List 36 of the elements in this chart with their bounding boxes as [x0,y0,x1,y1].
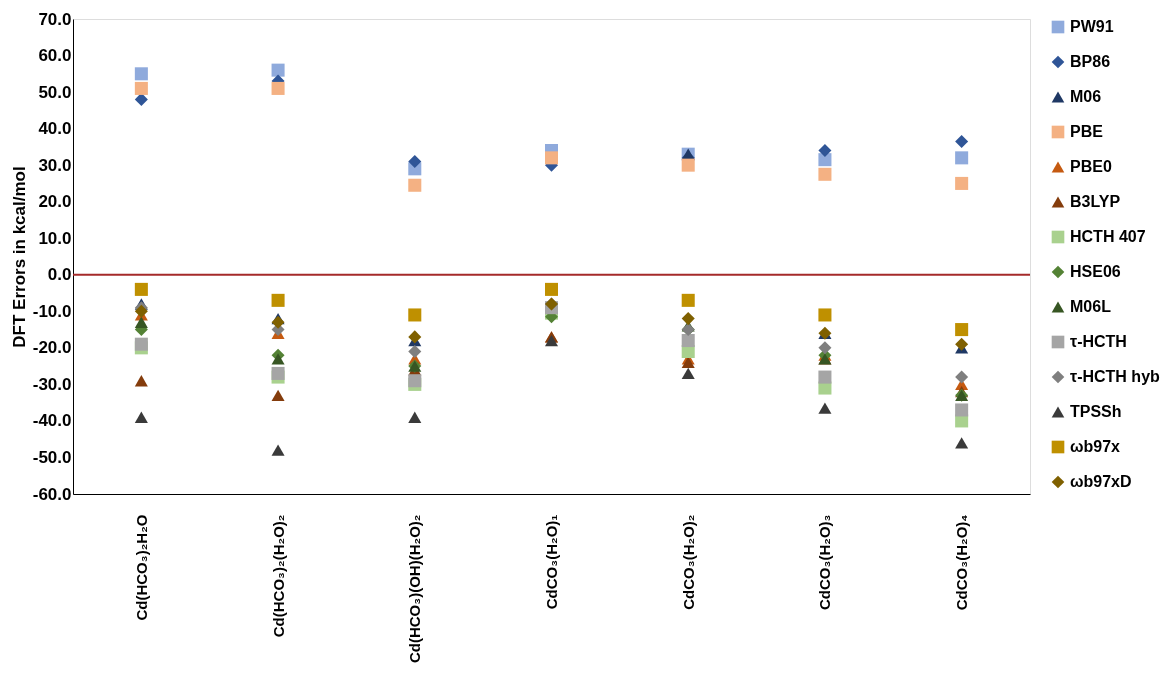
y-tick-label: 0.0 [47,265,72,285]
y-tick-label: -10.0 [32,301,72,321]
y-tick-label: 70.0 [38,9,72,29]
legend-label: ωb97xD [1070,473,1132,490]
y-tick-label: 60.0 [38,46,72,66]
y-tick-label: -30.0 [32,374,72,394]
y-tick-label: 30.0 [38,155,72,175]
legend-label: PW91 [1070,18,1114,35]
x-tick-label: Cd(HCO₃)(OH)(H₂O)₂ [406,514,424,664]
y-tick-label: 50.0 [38,82,72,102]
y-tick-label: -40.0 [32,411,72,431]
y-axis-title: DFT Errors in kcal/mol [9,166,29,348]
y-tick-label: -50.0 [32,447,72,467]
y-tick-label: -20.0 [32,338,72,358]
x-tick-label: CdCO₃(H₂O)₃ [816,514,834,611]
x-tick-label: CdCO₃(H₂O)₁ [543,514,560,610]
legend-label: ωb97x [1070,438,1121,455]
y-tick-label: 40.0 [38,119,72,139]
legend-label: PBE0 [1070,158,1112,175]
legend-label: τ-HCTH hyb [1070,368,1161,385]
legend-label: M06 [1070,88,1102,105]
y-tick-label: 10.0 [38,228,72,248]
legend-label: B3LYP [1070,193,1121,210]
legend-label: τ-HCTH [1070,333,1127,350]
legend-label: HSE06 [1070,263,1121,280]
x-tick-label: CdCO₃(H₂O)₂ [679,514,697,610]
legend-label: PBE [1070,123,1104,140]
legend-label: M06L [1070,298,1112,315]
y-tick-label: 20.0 [38,192,72,212]
x-tick-label: Cd(HCO₃)₂(H₂O)₂ [269,514,287,638]
x-tick-label: Cd(HCO₃)₂H₂O [132,514,150,621]
x-tick-label: CdCO₃(H₂O)₄ [953,514,971,611]
legend-label: TPSSh [1070,403,1122,420]
legend-label: BP86 [1070,53,1111,70]
legend-label: HCTH 407 [1070,228,1146,245]
y-tick-label: -60.0 [32,484,72,504]
